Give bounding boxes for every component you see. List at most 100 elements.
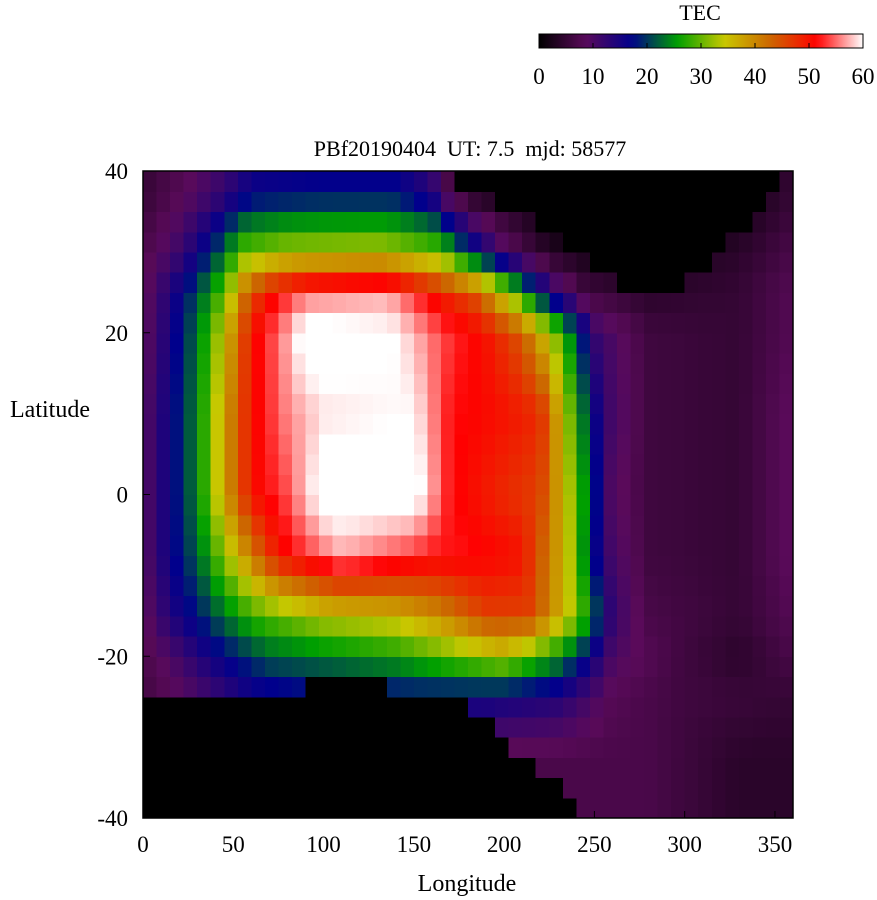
heat-cell [738, 514, 753, 536]
heat-cell [156, 474, 171, 496]
chart-title: PBf20190404 UT: 7.5 mjd: 58577 [314, 136, 626, 161]
heat-cell [508, 251, 523, 273]
heat-cell [644, 777, 659, 799]
heat-cell [698, 514, 713, 536]
heat-cell [197, 656, 212, 678]
heat-cell [630, 514, 645, 536]
heat-cell [291, 373, 307, 395]
heat-cell [657, 615, 672, 637]
heat-cell [305, 393, 320, 415]
heat-cell [562, 757, 577, 779]
heat-cell [319, 797, 334, 819]
heat-cell [711, 474, 726, 496]
heat-cell [156, 171, 171, 192]
heat-cell [738, 292, 753, 314]
heat-cell [508, 737, 523, 758]
heat-cell [549, 676, 564, 698]
heat-cell [386, 696, 401, 718]
heat-cell [738, 696, 753, 718]
heat-cell [143, 373, 158, 395]
heat-cell [495, 272, 510, 293]
heat-cell [305, 615, 320, 637]
heat-cell [779, 352, 794, 374]
heat-cell [210, 595, 225, 617]
heat-cell [468, 231, 483, 253]
heat-cell [440, 716, 456, 738]
heat-cell [616, 373, 632, 395]
heat-cell [386, 797, 401, 819]
heat-cell [698, 312, 713, 334]
heat-cell [765, 352, 781, 374]
heat-cell [576, 373, 591, 395]
heat-cell [278, 676, 293, 698]
heat-cell [170, 352, 185, 374]
heat-cell [386, 272, 401, 293]
heat-cell [725, 716, 740, 738]
heat-cell [264, 454, 280, 475]
colorbar-tick-label: 20 [636, 64, 659, 89]
heat-cell [332, 716, 347, 738]
heat-cell [468, 595, 483, 617]
heat-cell [616, 251, 632, 273]
heat-cell [481, 777, 496, 799]
heat-cell [684, 676, 699, 698]
heat-cell [156, 231, 171, 253]
heat-cell [305, 433, 320, 455]
heat-cell [359, 352, 374, 374]
heat-cell [644, 272, 659, 293]
heat-cell [454, 716, 469, 738]
heat-cell [170, 555, 185, 576]
heat-cell [170, 656, 185, 678]
heat-cell [170, 292, 185, 314]
heat-cell [508, 231, 523, 253]
heat-cell [698, 534, 713, 556]
heat-cell [549, 534, 564, 556]
heat-cell [454, 251, 469, 273]
heat-cell [468, 696, 483, 718]
heat-cell [373, 312, 388, 334]
heat-cell [684, 393, 699, 415]
heat-cell [481, 494, 496, 516]
heat-cell [522, 494, 537, 516]
heat-cell [508, 413, 523, 435]
heat-cell [210, 373, 225, 395]
heat-cell [725, 575, 740, 597]
heat-cell [332, 312, 347, 334]
heat-cell [468, 211, 483, 233]
heat-cell [765, 211, 781, 233]
heat-cell [237, 413, 252, 435]
heat-cell [305, 737, 320, 758]
heat-cell [711, 797, 726, 819]
heat-cell [535, 312, 550, 334]
heat-cell [197, 211, 212, 233]
heat-cell [251, 251, 266, 273]
heat-cell [698, 777, 713, 799]
heat-cell [305, 312, 320, 334]
heat-cell [644, 251, 659, 273]
heat-cell [251, 454, 266, 475]
heat-cell [183, 312, 198, 334]
heat-cell [413, 555, 428, 576]
heat-cell [251, 595, 266, 617]
heat-cell [725, 494, 740, 516]
heat-cell [264, 716, 280, 738]
heat-cell [481, 312, 496, 334]
heat-cell [413, 272, 428, 293]
heat-cell [264, 474, 280, 496]
heat-cell [210, 231, 225, 253]
heat-cell [752, 251, 767, 273]
heat-cell [183, 171, 198, 192]
heat-cell [332, 737, 347, 758]
heat-cell [373, 474, 388, 496]
heat-cell [562, 433, 577, 455]
heat-cell [779, 797, 794, 819]
colorbar-tick-label: 30 [690, 64, 713, 89]
heat-cell [535, 433, 550, 455]
heat-cell [522, 737, 537, 758]
heat-cell [413, 231, 428, 253]
heat-cell [332, 191, 347, 213]
heat-cell [630, 332, 645, 354]
heat-cell [657, 514, 672, 536]
heat-cell [346, 575, 361, 597]
heat-cell [251, 615, 266, 637]
